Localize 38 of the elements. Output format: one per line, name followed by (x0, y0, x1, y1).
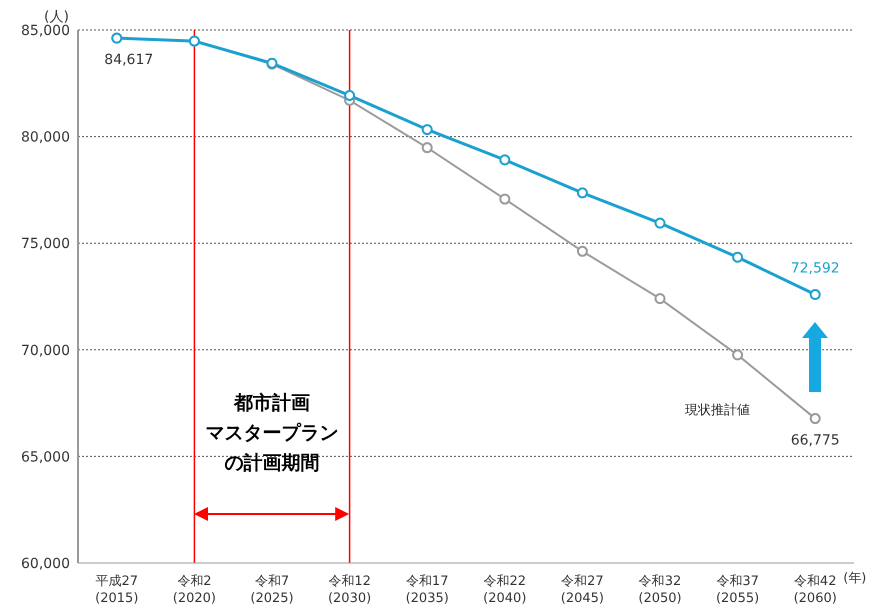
point (576, 246, 588, 257)
data-label: 72,592 (790, 260, 840, 277)
x-tick-label: 令和42 (2060) (794, 574, 837, 606)
x-tick-label: 令和22 (2040) (483, 574, 526, 606)
point (810, 289, 821, 300)
y-tick-label: 80,000 (21, 130, 70, 146)
x-axis-title: (年) (843, 570, 866, 587)
point (499, 154, 510, 166)
x-tick-label: 平成27 (2015) (95, 574, 138, 606)
text: 現状推計値 (685, 402, 750, 419)
point (344, 90, 356, 101)
y-tick-label: 75,000 (21, 236, 70, 252)
point (654, 293, 666, 304)
y-tick-label: 60,000 (21, 556, 70, 572)
point (654, 218, 666, 229)
y-tick-label: 85,000 (21, 22, 70, 39)
point (422, 124, 433, 136)
y-axis-title: (人) (44, 8, 69, 25)
data-label: 66,775 (790, 432, 840, 449)
x-tick-label: 令和27 (2045) (560, 574, 604, 606)
point (732, 252, 744, 263)
annotation: 都市計画 (232, 391, 311, 416)
x-tick-label: 令和32 (2050) (638, 574, 682, 606)
y-tick-label: 65,000 (21, 449, 70, 466)
data-label: 84,617 (104, 52, 154, 68)
x-tick-label: 令和7 (2025) (250, 574, 294, 606)
x-tick-label: 令和12 (2030) (328, 574, 372, 606)
x-tick-label: 令和37 (2055) (716, 574, 760, 606)
x-tick-label: 令和17 (2035) (406, 574, 449, 606)
annotation: の計画期間 (223, 451, 320, 476)
point (576, 187, 588, 198)
y-tick-label: 70,000 (21, 342, 70, 359)
point (810, 413, 821, 424)
annotation: マスタープラン (204, 421, 340, 446)
point (422, 142, 433, 154)
point (499, 194, 510, 205)
x-tick-label: 令和2 (2020) (172, 574, 216, 606)
point (732, 349, 744, 360)
